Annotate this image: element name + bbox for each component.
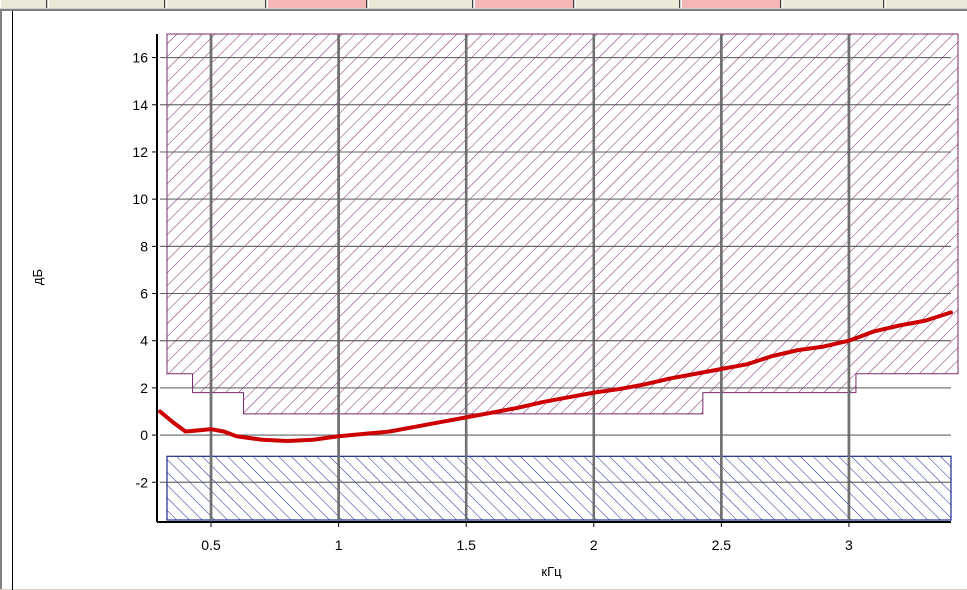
y-tick-label: -2 [136, 474, 149, 490]
y-tick-label: 4 [140, 333, 148, 349]
y-tick-label: 0 [140, 427, 148, 443]
y-tick-label: 10 [132, 191, 148, 207]
response-curve [158, 310, 953, 443]
tab[interactable] [48, 0, 165, 8]
series [158, 310, 953, 443]
y-tick-label: 14 [132, 97, 148, 113]
x-axis-label: кГц [541, 564, 562, 579]
tab[interactable] [368, 0, 473, 8]
x-tick-label: 1 [335, 537, 343, 553]
y-tick-label: 2 [140, 380, 148, 396]
y-tick-label: 12 [132, 144, 148, 160]
tick-labels: -2 0 2 4 6 8 10 12 14 16 0.5 1 1.5 2 2.5 3 [132, 50, 853, 553]
tab[interactable] [575, 0, 680, 8]
x-tick-label: 1.5 [456, 537, 476, 553]
upper-tolerance-mask [166, 33, 959, 415]
grid-overlay [160, 34, 951, 520]
tab[interactable] [166, 0, 266, 8]
tab-strip [0, 0, 967, 10]
x-tick-label: 0.5 [201, 537, 221, 553]
tab[interactable] [681, 0, 781, 8]
tab[interactable] [474, 0, 574, 8]
tab[interactable] [267, 0, 367, 8]
x-tick-label: 2 [590, 537, 598, 553]
tab[interactable] [885, 0, 967, 8]
axes [152, 34, 951, 527]
y-tick-label: 16 [132, 50, 148, 66]
y-tick-label: 8 [140, 238, 148, 254]
y-axis-label: дБ [30, 269, 45, 285]
lower-tolerance-mask [166, 455, 952, 521]
tab[interactable] [782, 0, 884, 8]
x-tick-label: 2.5 [712, 537, 732, 553]
y-tick-label: 6 [140, 286, 148, 302]
tolerance-masks [166, 33, 959, 521]
tab[interactable] [0, 0, 47, 8]
x-tick-label: 3 [845, 537, 853, 553]
